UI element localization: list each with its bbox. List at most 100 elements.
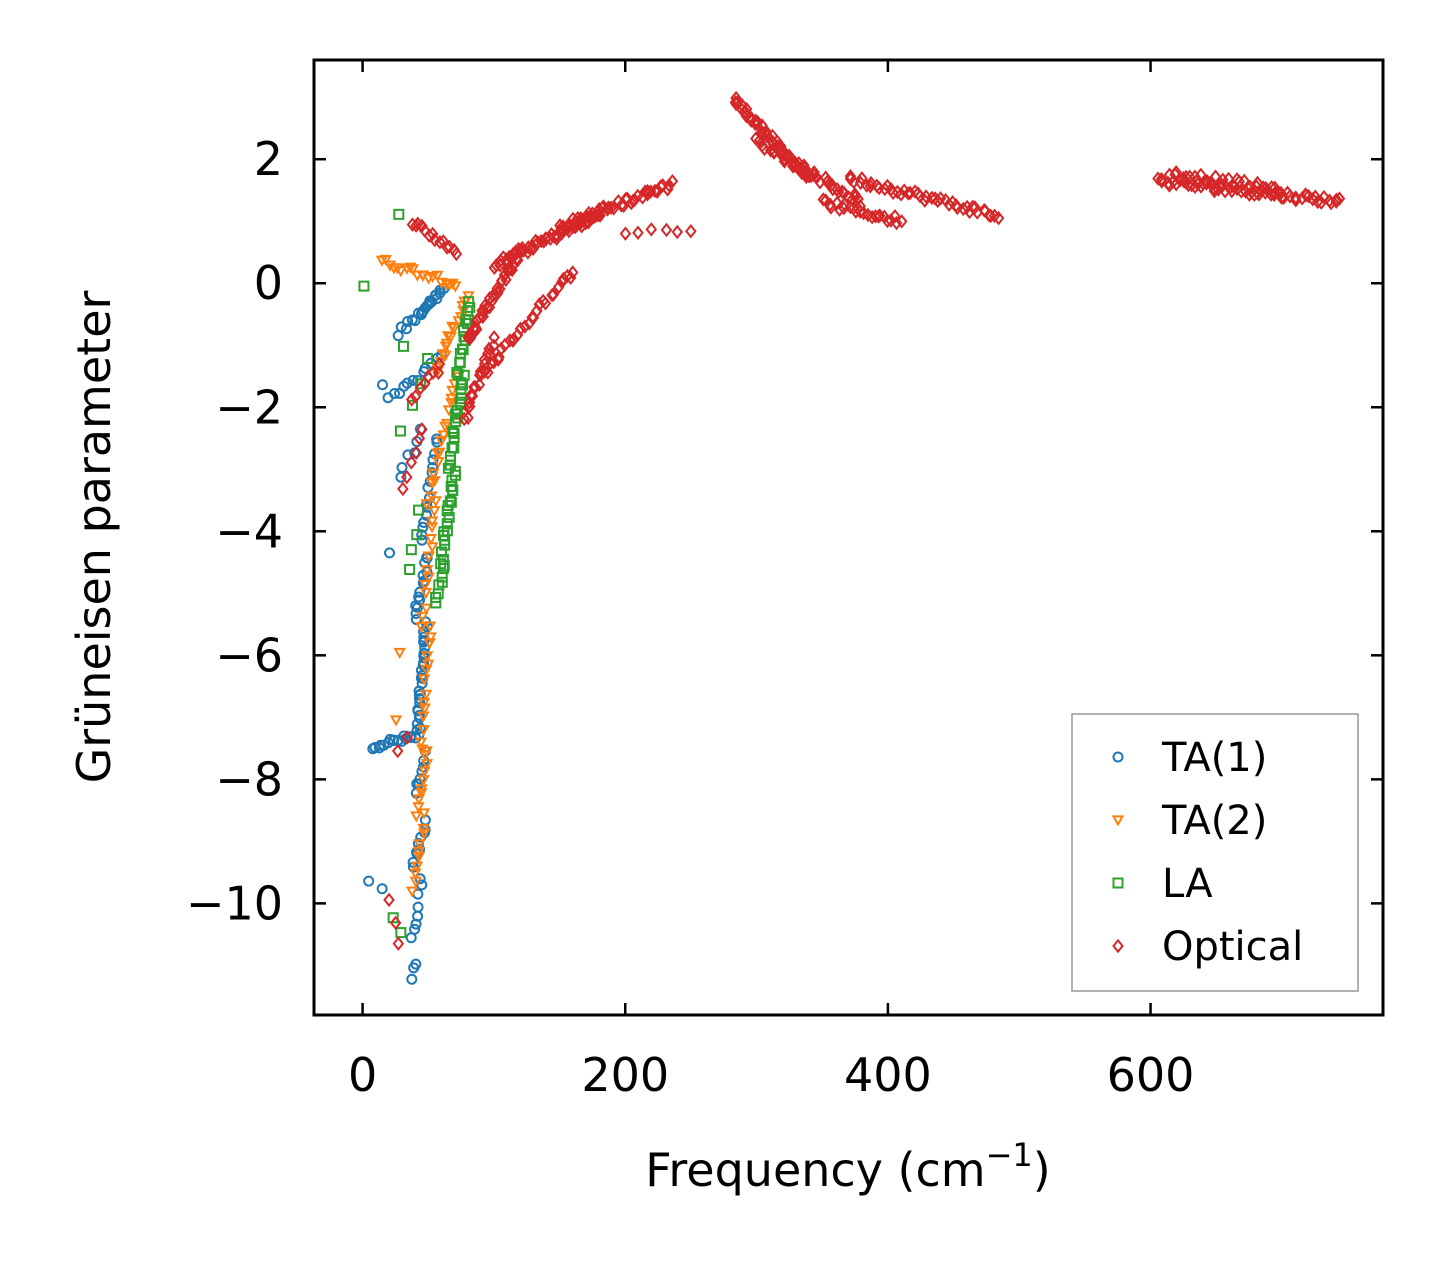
data-point [389, 715, 403, 727]
data-point [417, 674, 431, 686]
data-point [1155, 171, 1168, 187]
data-point [413, 431, 426, 446]
y-tick-label: −6 [215, 628, 283, 682]
data-point [412, 851, 426, 863]
data-point [957, 201, 970, 217]
y-tick-label: −8 [215, 752, 283, 806]
data-point [420, 651, 434, 663]
legend-label: TA(1) [1161, 735, 1267, 781]
data-point [426, 226, 439, 242]
data-point [992, 210, 1005, 226]
data-point [1156, 174, 1168, 189]
data-point [418, 766, 431, 778]
data-point [414, 773, 426, 785]
data-point [404, 564, 416, 576]
data-point [458, 411, 470, 427]
legend-entry: Optical [1112, 924, 1303, 970]
data-point [426, 516, 439, 528]
data-point [452, 369, 464, 381]
data-point [795, 160, 807, 176]
data-point [391, 743, 404, 759]
data-point [1208, 183, 1221, 199]
data-point [865, 175, 877, 191]
data-point [406, 217, 419, 232]
data-point [450, 246, 463, 262]
data-point [416, 611, 429, 623]
legend: TA(1) TA(2) LA Optical [1071, 713, 1359, 992]
data-point [410, 445, 423, 461]
data-point [1242, 180, 1254, 195]
data-point [926, 190, 938, 206]
data-point [449, 281, 462, 293]
data-point [605, 200, 617, 215]
data-point [389, 915, 402, 931]
data-point [488, 330, 500, 345]
data-point [427, 454, 439, 466]
x-tick-label: 0 [348, 1048, 377, 1102]
axis-ticks [314, 60, 1383, 1015]
data-point [431, 270, 444, 282]
data-point [417, 711, 430, 723]
y-tick-label: −2 [215, 380, 283, 434]
data-point [441, 240, 453, 255]
data-point [1170, 164, 1182, 180]
data-point [493, 349, 505, 365]
data-point [484, 355, 497, 371]
series-optical [383, 90, 1346, 951]
data-point [787, 159, 799, 174]
data-point [436, 546, 448, 558]
data-point [1212, 182, 1224, 197]
data-point [441, 525, 453, 537]
data-point [406, 264, 420, 276]
data-point [1300, 188, 1312, 203]
data-point [379, 254, 392, 267]
data-point [420, 565, 434, 577]
data-point [844, 199, 857, 215]
data-point [463, 296, 475, 308]
data-point [404, 262, 417, 274]
data-point [1215, 176, 1227, 192]
data-point [423, 228, 436, 243]
data-point [413, 504, 425, 516]
data-point [443, 239, 456, 255]
data-point [491, 281, 504, 296]
data-point [429, 496, 443, 508]
data-point [455, 398, 467, 410]
data-point [423, 621, 437, 633]
plot-frame [312, 58, 1385, 1017]
data-point [887, 185, 899, 201]
data-point [825, 177, 838, 192]
series-ta-2- [375, 254, 475, 898]
data-point [582, 205, 595, 221]
data-point [407, 374, 419, 386]
data-point [860, 178, 873, 193]
data-point [417, 823, 430, 836]
data-point [482, 365, 494, 380]
data-point [441, 518, 453, 530]
data-point [388, 387, 400, 399]
data-point [444, 332, 457, 344]
data-point [437, 553, 449, 565]
x-tick-label: 200 [581, 1048, 669, 1102]
data-point [473, 377, 486, 392]
data-point [1209, 169, 1222, 184]
data-point [394, 266, 407, 278]
data-point [487, 338, 500, 353]
data-point [831, 195, 843, 211]
data-point [593, 201, 605, 217]
data-point [391, 263, 404, 275]
data-point [660, 222, 673, 238]
data-point [410, 811, 423, 823]
data-point [1275, 185, 1287, 201]
data-point [401, 730, 413, 745]
data-point [406, 399, 418, 411]
data-point [420, 759, 434, 771]
data-point [566, 265, 579, 280]
data-point [425, 491, 438, 503]
data-point [363, 875, 375, 887]
data-point [448, 427, 460, 439]
data-point [535, 233, 547, 249]
data-point [448, 323, 461, 335]
data-point [437, 430, 450, 442]
data-point [395, 321, 407, 333]
